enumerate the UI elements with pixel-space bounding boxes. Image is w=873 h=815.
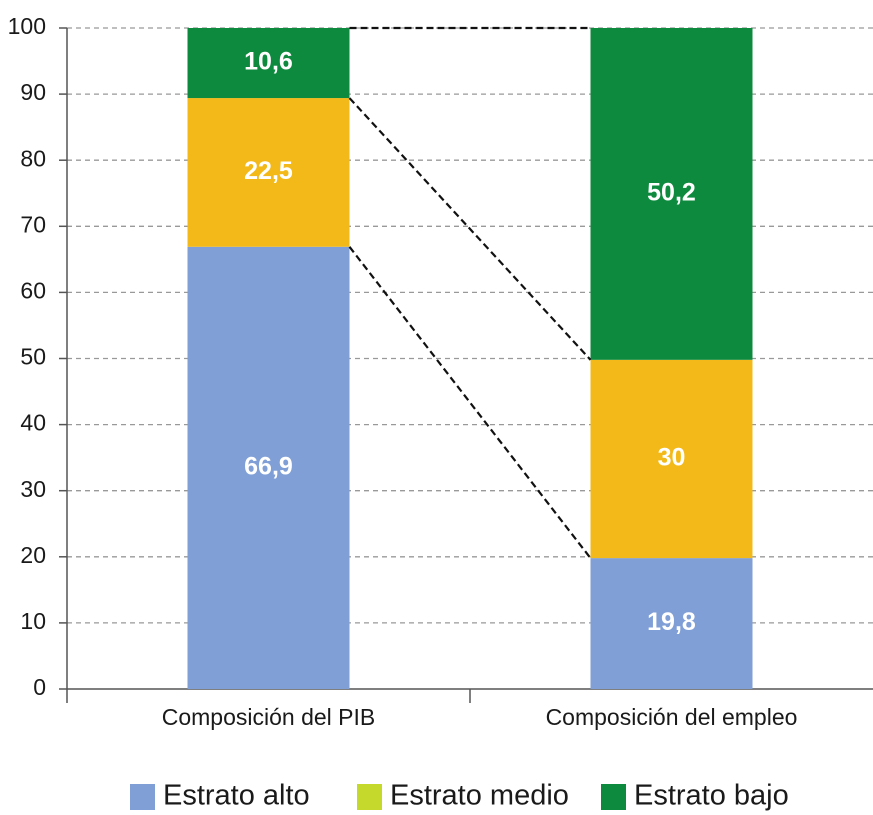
y-tick-label: 0: [33, 674, 46, 700]
y-tick-label: 10: [20, 608, 46, 634]
legend-swatch: [601, 784, 626, 810]
bar-segment: [187, 246, 350, 689]
y-tick-label: 100: [8, 13, 46, 39]
value-label: 10,6: [244, 48, 293, 76]
legend-swatch: [130, 784, 155, 810]
legend-label: Estrato medio: [390, 780, 569, 812]
bar-segment: [187, 28, 350, 99]
bar-segment: [590, 558, 753, 689]
value-label: 50,2: [647, 179, 696, 207]
x-tick-label: Composición del empleo: [546, 704, 798, 730]
y-tick-label: 60: [20, 277, 46, 303]
value-label: 19,8: [647, 608, 696, 636]
legend-swatch: [357, 784, 382, 810]
connector: [348, 97, 592, 361]
value-label: 22,5: [244, 157, 293, 185]
y-tick-label: 70: [20, 211, 46, 237]
y-tick-label: 20: [20, 542, 46, 568]
bar-segment: [590, 359, 753, 559]
connector: [348, 246, 592, 559]
value-label: 30: [658, 444, 686, 472]
legend-label: Estrato alto: [163, 780, 310, 812]
y-tick-label: 90: [20, 79, 46, 105]
bar-segment: [590, 28, 753, 360]
bar-segment: [187, 98, 350, 247]
value-label: 66,9: [244, 453, 293, 481]
legend-label: Estrato bajo: [634, 780, 789, 812]
y-tick-label: 80: [20, 145, 46, 171]
y-tick-label: 50: [20, 344, 46, 370]
x-tick-label: Composición del PIB: [162, 704, 376, 730]
y-tick-label: 40: [20, 410, 46, 436]
y-tick-label: 30: [20, 476, 46, 502]
